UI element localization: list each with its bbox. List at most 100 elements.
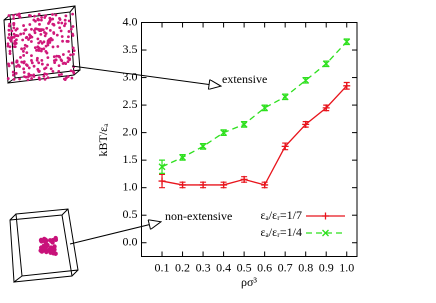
point	[158, 163, 166, 171]
particle	[15, 64, 18, 68]
x-tick-label: 0.9	[319, 260, 334, 274]
particle	[37, 69, 41, 73]
point	[199, 181, 207, 189]
point	[281, 93, 289, 101]
y-tick-label: 4.0	[123, 14, 138, 28]
y-tick-label: 1.5	[123, 152, 138, 166]
particle	[35, 27, 38, 31]
particle	[10, 29, 14, 33]
legend-marker	[322, 229, 329, 237]
particle	[22, 70, 26, 74]
particle	[30, 40, 33, 43]
particle	[12, 26, 16, 30]
particle	[38, 29, 42, 32]
point	[240, 175, 248, 183]
particle	[32, 64, 36, 68]
legend-label: εₐ/εᵣ=1/7	[260, 208, 302, 222]
particle	[36, 37, 40, 41]
particle	[14, 71, 18, 75]
particle	[67, 30, 71, 33]
particle	[46, 56, 50, 60]
particle	[56, 45, 60, 48]
particle	[32, 29, 36, 32]
particle	[37, 12, 41, 16]
particle	[22, 24, 25, 27]
particle	[40, 18, 43, 22]
particle	[15, 34, 19, 37]
particle	[30, 27, 33, 31]
particle	[57, 64, 61, 68]
particle	[27, 38, 30, 41]
point	[261, 181, 269, 189]
particle	[66, 75, 70, 78]
particle	[66, 60, 70, 64]
y-tick-label: 3.0	[123, 69, 138, 83]
particle	[71, 12, 74, 16]
series-line	[161, 41, 348, 168]
particle	[46, 63, 50, 67]
particle	[18, 15, 21, 18]
particle	[48, 20, 51, 24]
x-tick-label: 0.1	[155, 260, 170, 274]
particle	[67, 50, 71, 53]
point	[199, 142, 207, 150]
particle	[22, 54, 26, 57]
particle	[48, 28, 52, 32]
particle	[49, 38, 53, 42]
particle	[19, 55, 22, 59]
point	[281, 142, 289, 150]
particle	[70, 76, 74, 80]
particle	[12, 17, 16, 20]
particle	[64, 14, 68, 18]
particle	[32, 18, 36, 22]
particle	[52, 32, 56, 35]
particle	[46, 76, 50, 80]
particle	[46, 43, 50, 47]
x-tick-label: 0.3	[196, 260, 211, 274]
particle	[72, 49, 76, 53]
particle	[40, 47, 44, 51]
particle	[44, 66, 48, 70]
particle	[39, 32, 43, 36]
particle	[48, 16, 52, 20]
y-tick-label: 1.0	[123, 179, 138, 193]
particle	[32, 73, 36, 77]
particle	[71, 25, 75, 28]
particle	[71, 32, 74, 36]
point	[343, 82, 351, 90]
particle	[44, 249, 49, 255]
particle	[25, 51, 29, 55]
particle	[33, 31, 37, 35]
particle	[12, 73, 15, 77]
x-axis-label: ρσ³	[241, 275, 257, 289]
particle	[18, 77, 21, 81]
particle	[8, 49, 12, 53]
particle	[69, 69, 73, 73]
particle	[63, 24, 66, 28]
particle	[27, 66, 31, 70]
particle	[7, 36, 10, 40]
particle	[42, 74, 46, 78]
x-tick-label: 0.8	[298, 260, 313, 274]
particle	[39, 245, 44, 251]
point	[343, 38, 351, 46]
particle	[66, 56, 70, 60]
particle	[60, 72, 63, 76]
particle	[12, 13, 15, 17]
point	[220, 181, 228, 189]
particle	[37, 61, 41, 65]
particle	[21, 38, 25, 42]
annotation: non-extensive	[165, 209, 232, 223]
particle	[52, 23, 56, 27]
particle	[40, 58, 44, 62]
particle	[29, 14, 32, 18]
point	[322, 104, 330, 112]
particle	[43, 34, 47, 38]
particle	[10, 61, 14, 65]
particle	[67, 35, 70, 39]
particle	[12, 42, 16, 45]
particle	[37, 41, 41, 45]
y-tick-label: 2.5	[123, 97, 138, 111]
particle	[39, 239, 44, 244]
particle	[60, 35, 64, 38]
